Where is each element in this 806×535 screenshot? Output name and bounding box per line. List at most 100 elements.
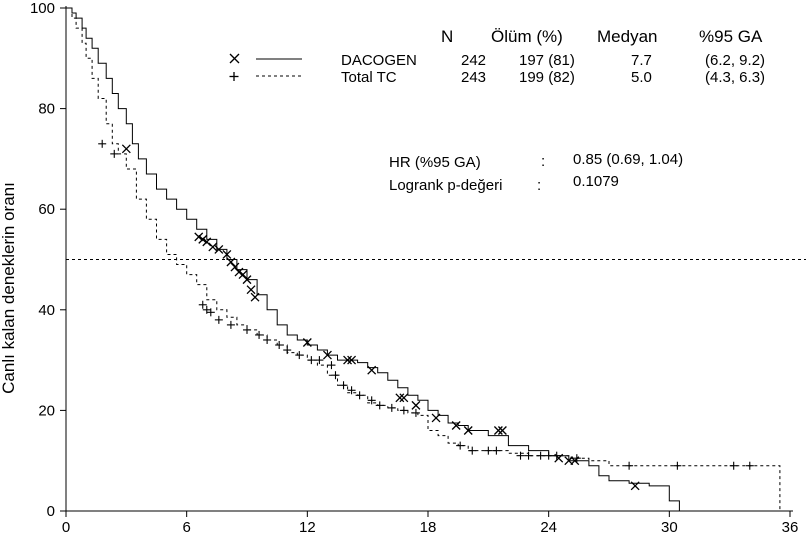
stats-annotation: HR (%95 GA) : 0.85 (0.69, 1.04) Logrank … [389, 151, 683, 194]
censor-marks-layer [98, 139, 754, 491]
censor-mark-plus [492, 446, 501, 455]
legend-n: 242 [461, 52, 486, 69]
censor-mark-x [238, 270, 248, 280]
hr-value: 0.85 (0.69, 1.04) [573, 151, 683, 168]
legend-series-name: DACOGEN [341, 52, 417, 69]
legend-marker-x-icon [229, 53, 240, 64]
censor-mark-plus [411, 408, 420, 417]
legend-n: 243 [461, 69, 486, 86]
censor-stroke [198, 234, 208, 244]
censor-stroke [322, 350, 332, 360]
censor-mark-plus [295, 351, 304, 360]
x-tick-label: 24 [540, 519, 557, 535]
censor-stroke [497, 426, 507, 435]
censor-stroke [230, 262, 240, 272]
censor-mark-x [497, 426, 507, 435]
censor-stroke [246, 285, 256, 295]
censor-mark-plus [572, 454, 581, 463]
censor-stroke [302, 338, 312, 347]
censor-mark-x [395, 393, 405, 403]
hr-separator: : [541, 153, 545, 170]
x-tick-label: 36 [782, 519, 799, 535]
censor-mark-x [194, 232, 204, 242]
censor-mark-x [226, 257, 236, 267]
x-tick-label: 30 [661, 519, 678, 535]
censor-mark-x [463, 426, 473, 435]
censor-mark-plus [331, 371, 340, 380]
censor-mark-plus [355, 391, 364, 400]
censor-stroke [238, 270, 248, 280]
censor-mark-plus [226, 320, 235, 329]
legend-header-deaths: Ölüm (%) [491, 27, 563, 46]
censor-mark-plus [243, 325, 251, 334]
censor-mark-plus [375, 401, 384, 410]
censor-mark-x [222, 250, 232, 259]
censor-mark-plus [206, 308, 215, 317]
censor-mark-plus [484, 446, 493, 455]
censor-stroke [222, 250, 232, 259]
censor-stroke [630, 481, 640, 491]
logrank-value: 0.1079 [573, 173, 619, 190]
x-tick-label: 18 [420, 519, 437, 535]
censor-mark-x [367, 365, 377, 375]
censor-mark-x [198, 234, 208, 244]
censor-mark-plus [745, 461, 754, 470]
censor-stroke [242, 275, 252, 285]
censor-mark-x [242, 275, 252, 285]
censor-mark-plus [625, 461, 634, 470]
logrank-separator: : [537, 177, 541, 194]
y-axis-title: Canlı kalan deneklerin oranı [0, 182, 18, 394]
legend-ci: (6.2, 9.2) [705, 52, 765, 69]
legend-median: 5.0 [631, 69, 652, 86]
censor-mark-x [630, 481, 640, 491]
censor-mark-plus [283, 346, 292, 355]
censor-mark-x [121, 144, 131, 154]
censor-mark-plus [516, 451, 525, 460]
legend-deaths: 197 (81) [519, 52, 575, 69]
legend-ci: (4.3, 6.3) [705, 69, 765, 86]
censor-mark-x [431, 413, 441, 423]
censor-stroke [451, 421, 461, 430]
legend-marker-plus-icon [229, 72, 239, 81]
y-tick-label: 20 [38, 402, 55, 419]
censor-mark-plus [536, 451, 545, 460]
censor-stroke [121, 144, 131, 154]
censor-mark-x [347, 355, 357, 365]
censor-mark-plus [552, 451, 561, 460]
censor-mark-x [343, 355, 353, 365]
legend-series-name: Total TC [341, 69, 397, 86]
censor-mark-plus [673, 461, 682, 470]
censor-stroke [399, 393, 409, 403]
censor-stroke [226, 257, 236, 267]
hr-label: HR (%95 GA) [389, 154, 481, 171]
legend-deaths: 199 (82) [519, 69, 575, 86]
legend-row-total-tc: Total TC 243 199 (82) 5.0 (4.3, 6.3) [229, 69, 765, 86]
censor-mark-plus [315, 356, 324, 365]
censor-mark-x [246, 285, 256, 295]
censor-mark-plus [367, 396, 376, 405]
censor-stroke [202, 237, 212, 247]
logrank-label: Logrank p-değeri [389, 177, 502, 194]
censor-stroke [431, 413, 441, 423]
censor-mark-plus [307, 356, 316, 365]
censor-mark-plus [399, 406, 408, 415]
censor-stroke [347, 355, 357, 365]
censor-mark-plus [456, 441, 465, 450]
y-tick-label: 0 [47, 503, 55, 520]
tick-layer: 0 6 12 18 24 30 36 0 20 40 60 80 100 [30, 0, 798, 535]
censor-mark-x [411, 400, 421, 410]
censor-mark-plus [347, 386, 356, 395]
censor-mark-x [322, 350, 332, 360]
censor-mark-plus [275, 341, 284, 350]
censor-stroke [554, 453, 564, 463]
censor-stroke [411, 400, 421, 410]
censor-mark-plus [98, 139, 107, 148]
censor-stroke [214, 244, 224, 254]
censor-stroke [194, 232, 204, 242]
censor-mark-plus [255, 330, 264, 339]
censor-mark-x [451, 421, 461, 430]
series-line-dacogen [66, 7, 680, 511]
censor-mark-x [208, 242, 218, 252]
legend-header-median: Medyan [597, 27, 657, 46]
